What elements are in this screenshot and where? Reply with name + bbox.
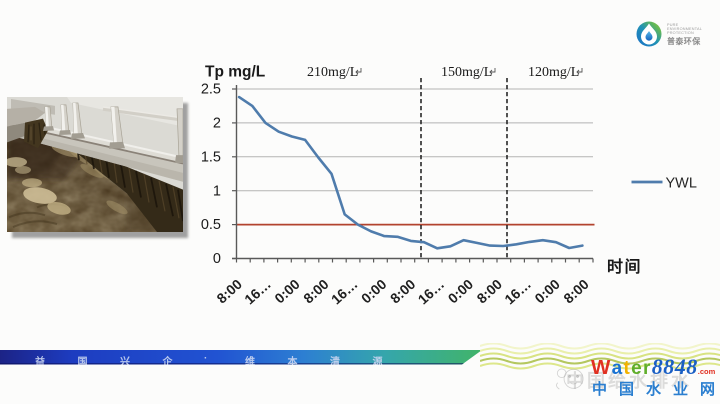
svg-text:0:00: 0:00 [358,276,390,307]
svg-text:时间: 时间 [607,257,642,276]
svg-text:8:00: 8:00 [474,276,506,307]
svg-text:Tp mg/L: Tp mg/L [205,64,265,81]
svg-text:120mg/L: 120mg/L [528,65,579,80]
svg-text:8:00: 8:00 [300,276,332,307]
svg-text:16…: 16… [241,276,274,308]
svg-text:1: 1 [213,183,221,199]
svg-text:8:00: 8:00 [213,276,245,307]
svg-text:2.5: 2.5 [201,82,221,98]
svg-text:8:00: 8:00 [387,276,419,307]
svg-text:16…: 16… [415,276,448,308]
svg-text:YWL: YWL [666,176,697,192]
svg-text:16…: 16… [328,276,361,308]
svg-text:0: 0 [213,251,221,267]
svg-text:0:00: 0:00 [271,276,303,307]
svg-text:150mg/L: 150mg/L [441,65,492,80]
svg-text:16…: 16… [501,276,534,308]
svg-text:0.5: 0.5 [201,217,221,233]
svg-text:1.5: 1.5 [201,149,221,165]
svg-text:0:00: 0:00 [531,276,563,307]
svg-text:8:00: 8:00 [560,276,592,307]
svg-text:210mg/L: 210mg/L [307,65,358,80]
svg-text:2: 2 [213,116,221,132]
svg-text:0:00: 0:00 [445,276,477,307]
